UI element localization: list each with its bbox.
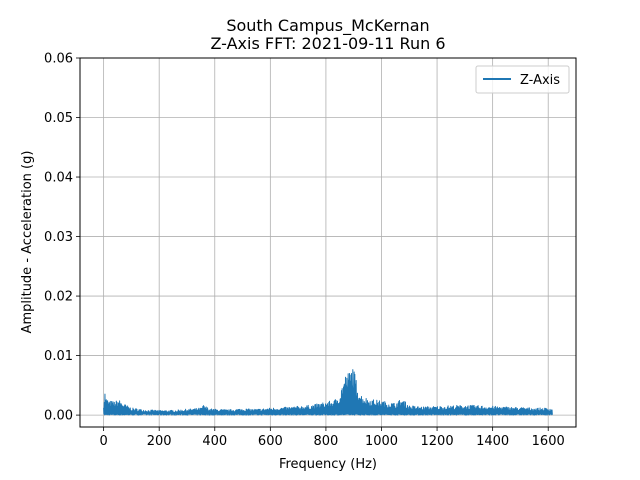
- x-axis-label: Frequency (Hz): [279, 457, 377, 472]
- x-tick-label: 800: [314, 434, 339, 449]
- y-tick-label: 0.05: [44, 111, 73, 126]
- chart-title-line1: South Campus_McKernan: [226, 16, 429, 36]
- y-tick-label: 0.06: [44, 52, 73, 67]
- plot-area-frame: [79, 57, 577, 428]
- y-axis-label: Amplitude - Acceleration (g): [20, 151, 35, 334]
- chart-title-line2: Z-Axis FFT: 2021-09-11 Run 6: [210, 34, 445, 53]
- y-tick-label: 0.04: [44, 171, 73, 186]
- y-axis-ticks: 0.00 0.01 0.02 0.03 0.04 0.05 0.06: [44, 52, 80, 424]
- x-tick-label: 1600: [532, 434, 565, 449]
- y-tick-label: 0.03: [44, 230, 73, 245]
- y-tick-label: 0.01: [44, 349, 73, 364]
- x-axis-ticks: 0 200 400 600 800 1000 1200 1400 1600: [99, 427, 565, 449]
- x-tick-label: 400: [202, 434, 227, 449]
- x-tick-label: 1200: [421, 434, 454, 449]
- x-tick-label: 1000: [365, 434, 398, 449]
- series-line-z-axis: [103, 369, 553, 416]
- x-tick-label: 200: [147, 434, 172, 449]
- x-tick-label: 1400: [476, 434, 509, 449]
- legend: Z-Axis: [475, 65, 570, 94]
- legend-label-z-axis: Z-Axis: [520, 73, 560, 88]
- plot-series: [103, 369, 553, 416]
- x-tick-label: 600: [258, 434, 283, 449]
- y-tick-label: 0.02: [44, 290, 73, 305]
- x-tick-label: 0: [99, 434, 107, 449]
- y-tick-label: 0.00: [44, 409, 73, 424]
- legend-box: [475, 65, 570, 94]
